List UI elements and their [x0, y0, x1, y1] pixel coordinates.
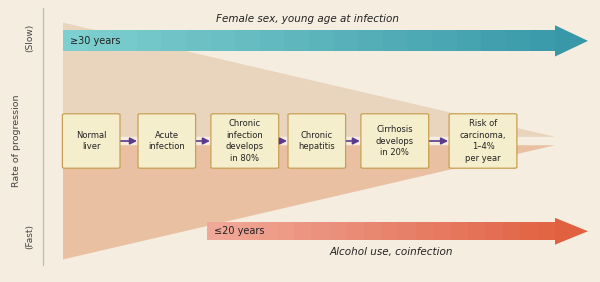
- FancyBboxPatch shape: [381, 222, 398, 240]
- FancyBboxPatch shape: [211, 114, 279, 168]
- FancyBboxPatch shape: [207, 222, 224, 240]
- FancyBboxPatch shape: [364, 222, 381, 240]
- Text: (Fast): (Fast): [25, 224, 35, 249]
- FancyBboxPatch shape: [407, 30, 432, 51]
- Text: Alcohol use, coinfection: Alcohol use, coinfection: [330, 248, 453, 257]
- Text: (Slow): (Slow): [25, 24, 35, 52]
- FancyBboxPatch shape: [503, 222, 520, 240]
- FancyBboxPatch shape: [468, 222, 485, 240]
- FancyBboxPatch shape: [451, 222, 468, 240]
- FancyBboxPatch shape: [520, 222, 538, 240]
- FancyBboxPatch shape: [260, 30, 284, 51]
- Text: Female sex, young age at infection: Female sex, young age at infection: [216, 14, 399, 24]
- Polygon shape: [555, 25, 588, 56]
- FancyBboxPatch shape: [294, 222, 311, 240]
- FancyBboxPatch shape: [235, 30, 260, 51]
- FancyBboxPatch shape: [277, 222, 294, 240]
- Text: Chronic
hepatitis: Chronic hepatitis: [298, 131, 335, 151]
- FancyBboxPatch shape: [88, 30, 112, 51]
- FancyBboxPatch shape: [224, 222, 242, 240]
- FancyBboxPatch shape: [138, 114, 196, 168]
- Text: Normal
liver: Normal liver: [76, 131, 106, 151]
- Text: Chronic
infection
develops
in 80%: Chronic infection develops in 80%: [226, 119, 264, 163]
- FancyBboxPatch shape: [309, 30, 334, 51]
- FancyBboxPatch shape: [329, 222, 346, 240]
- FancyBboxPatch shape: [284, 30, 309, 51]
- FancyBboxPatch shape: [457, 30, 481, 51]
- FancyBboxPatch shape: [432, 30, 457, 51]
- FancyBboxPatch shape: [186, 30, 211, 51]
- FancyBboxPatch shape: [361, 114, 428, 168]
- Text: Risk of
carcinoma,
1–4%
per year: Risk of carcinoma, 1–4% per year: [460, 119, 506, 163]
- Text: ≤20 years: ≤20 years: [214, 226, 265, 236]
- FancyBboxPatch shape: [288, 114, 346, 168]
- FancyBboxPatch shape: [383, 30, 407, 51]
- FancyBboxPatch shape: [481, 30, 506, 51]
- FancyBboxPatch shape: [346, 222, 364, 240]
- FancyBboxPatch shape: [112, 30, 137, 51]
- FancyBboxPatch shape: [242, 222, 259, 240]
- Text: Rate of progression: Rate of progression: [12, 95, 22, 187]
- FancyBboxPatch shape: [211, 30, 235, 51]
- FancyBboxPatch shape: [334, 30, 358, 51]
- Text: Acute
infection: Acute infection: [148, 131, 185, 151]
- FancyBboxPatch shape: [161, 30, 186, 51]
- Text: ≥30 years: ≥30 years: [70, 36, 121, 46]
- FancyBboxPatch shape: [506, 30, 530, 51]
- FancyBboxPatch shape: [485, 222, 503, 240]
- FancyBboxPatch shape: [63, 30, 88, 51]
- FancyBboxPatch shape: [259, 222, 277, 240]
- FancyBboxPatch shape: [311, 222, 329, 240]
- Polygon shape: [555, 218, 588, 244]
- FancyBboxPatch shape: [398, 222, 416, 240]
- FancyBboxPatch shape: [433, 222, 451, 240]
- Polygon shape: [63, 145, 555, 259]
- FancyBboxPatch shape: [530, 30, 555, 51]
- Text: Cirrhosis
develops
in 20%: Cirrhosis develops in 20%: [376, 125, 414, 157]
- Polygon shape: [63, 23, 555, 137]
- FancyBboxPatch shape: [449, 114, 517, 168]
- FancyBboxPatch shape: [62, 114, 120, 168]
- FancyBboxPatch shape: [416, 222, 433, 240]
- FancyBboxPatch shape: [63, 30, 555, 51]
- FancyBboxPatch shape: [358, 30, 383, 51]
- FancyBboxPatch shape: [137, 30, 161, 51]
- FancyBboxPatch shape: [538, 222, 555, 240]
